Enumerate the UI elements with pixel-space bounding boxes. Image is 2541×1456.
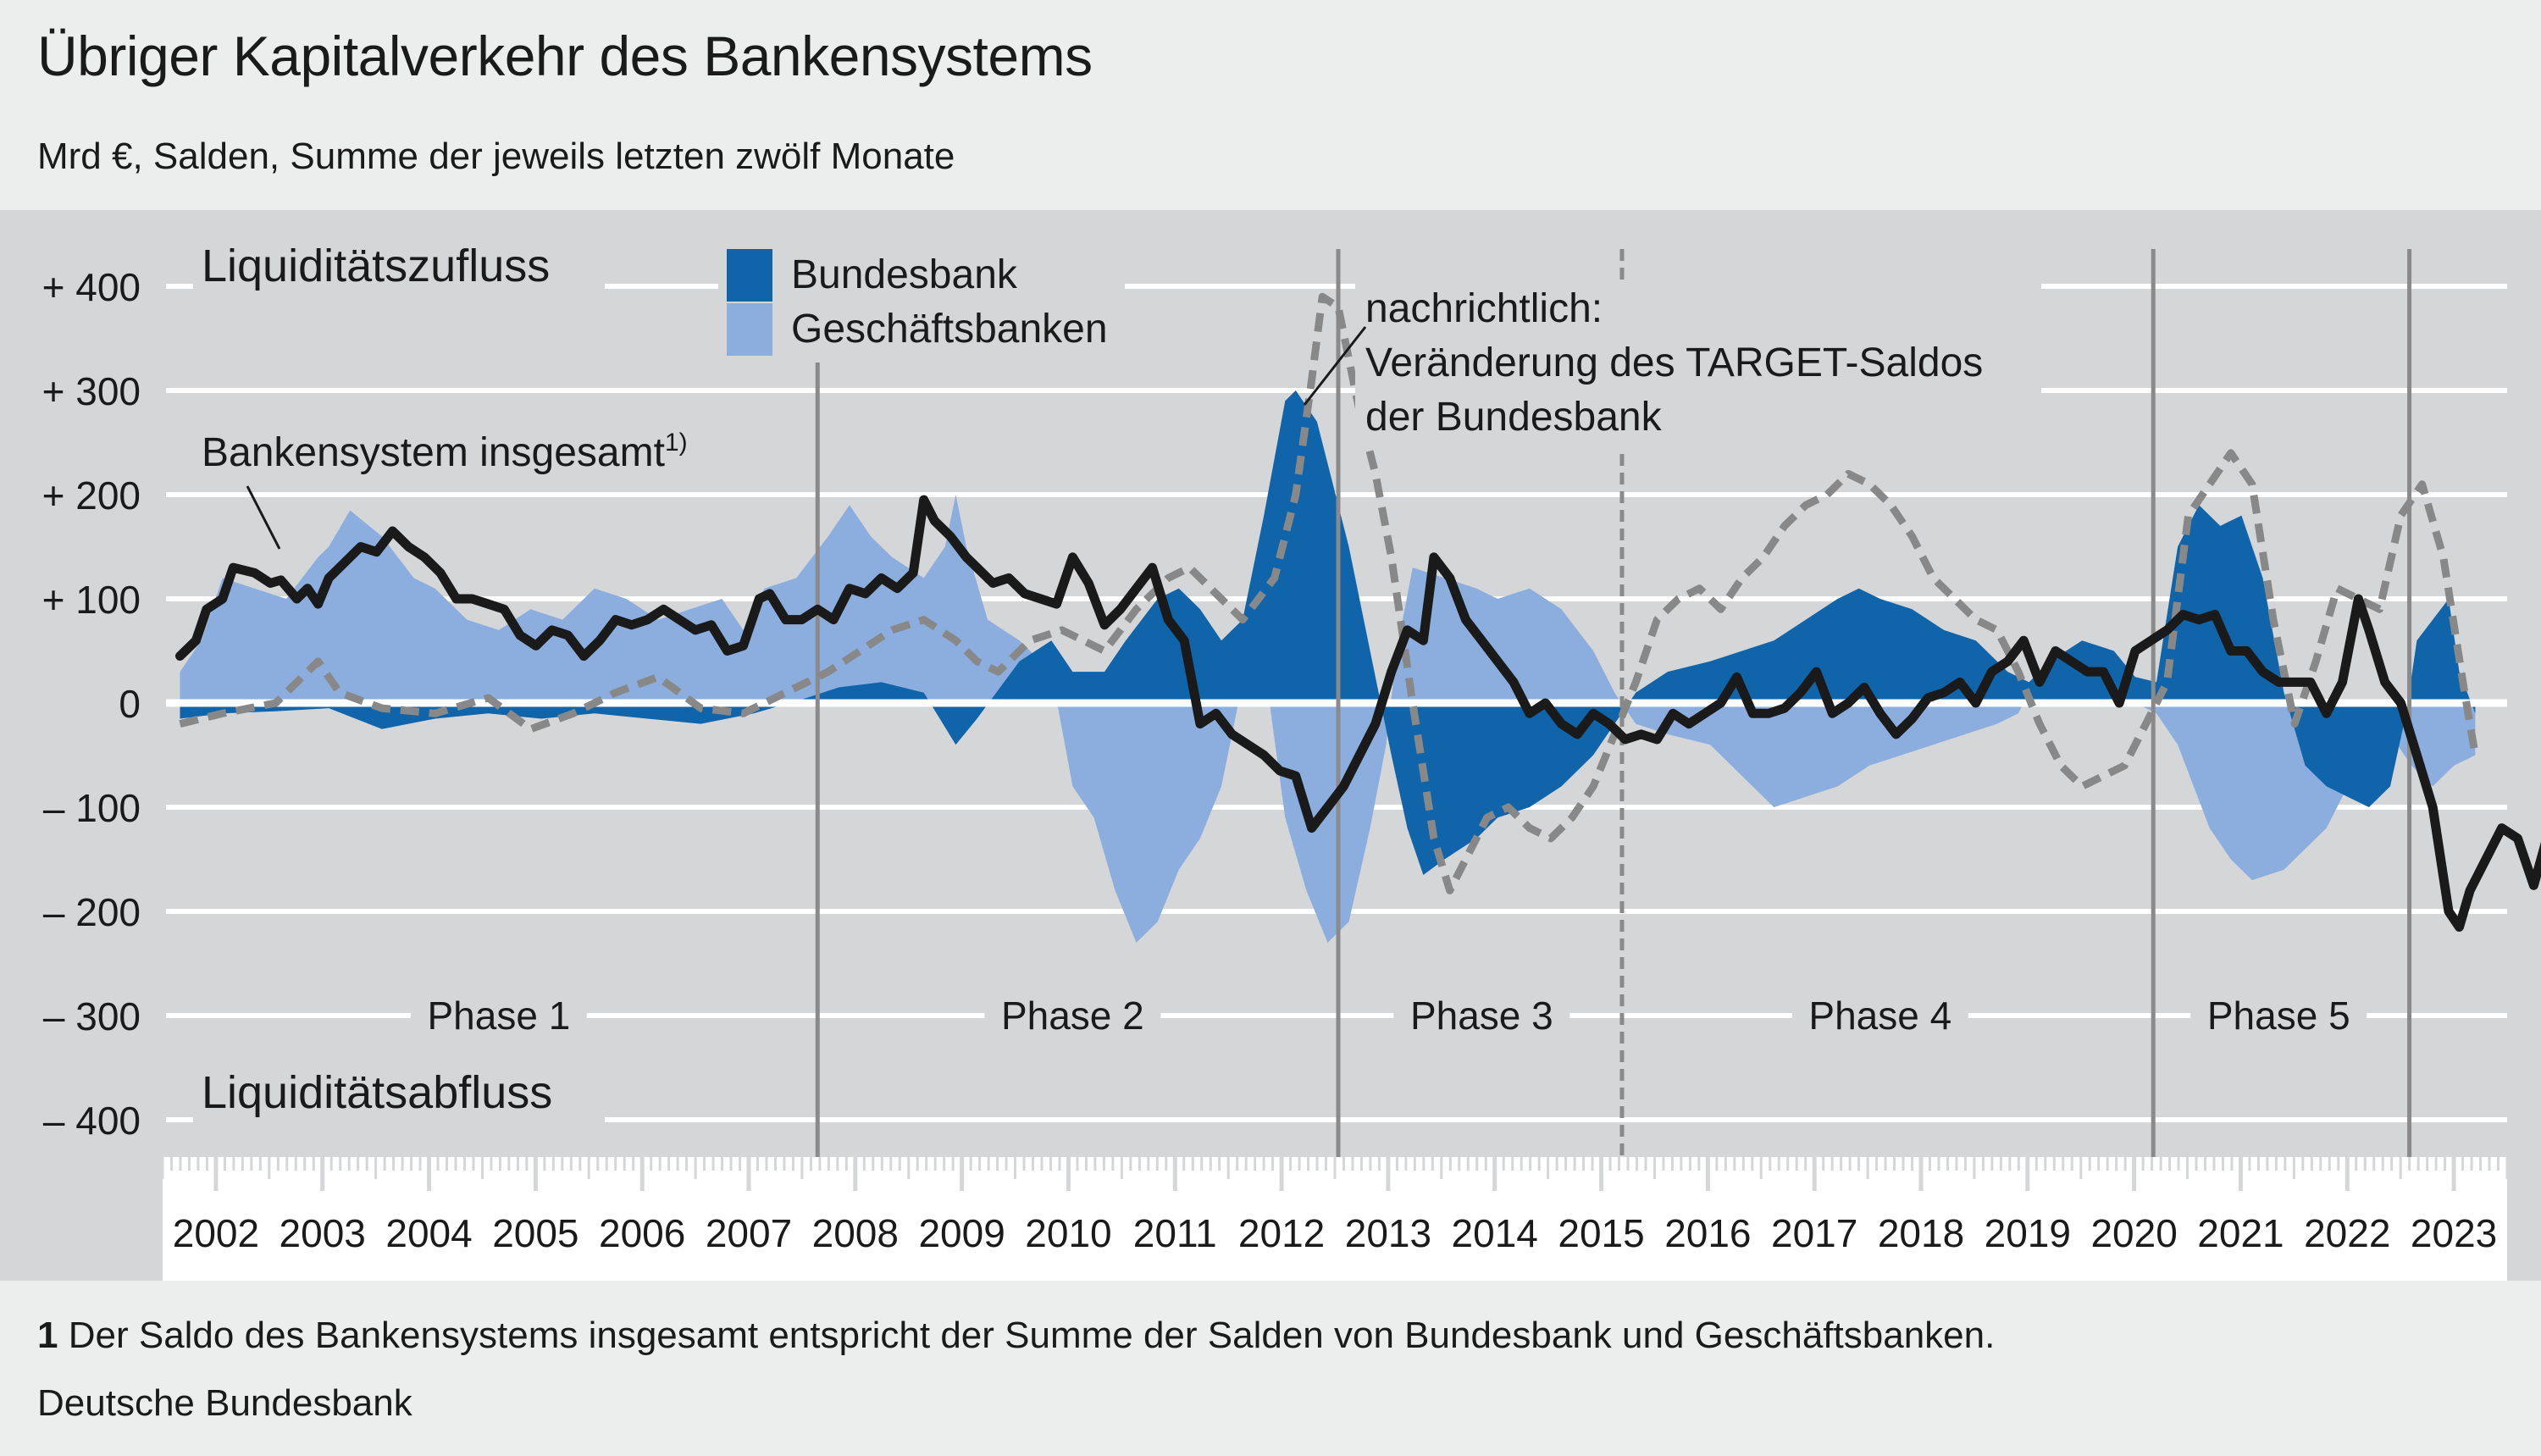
x-tick-label-2021: 2021 <box>2197 1211 2284 1255</box>
x-tick-label-2005: 2005 <box>492 1211 579 1255</box>
y-tick-labels: + 400 + 300 + 200 + 100 0 – 100 – 200 – 300 – 40… <box>42 265 141 1143</box>
target-label-pointer <box>1303 326 1367 406</box>
x-tick-label-2016: 2016 <box>1664 1211 1751 1255</box>
phase-label-bg-2 <box>984 987 1161 1039</box>
chart-title: Übriger Kapitalverkehr des Bankensystems <box>37 25 1093 87</box>
y-tick-label-2: + 200 <box>42 473 141 518</box>
x-tick-label-2014: 2014 <box>1452 1211 1538 1255</box>
y-tick-label-7: – 300 <box>43 994 141 1038</box>
outflow-label-bg <box>193 1067 605 1123</box>
target-label-bg <box>1355 280 2041 449</box>
inflow-label-bg <box>193 241 605 296</box>
x-tick-label-2019: 2019 <box>1985 1211 2071 1255</box>
x-tick-label-2002: 2002 <box>173 1211 259 1255</box>
y-tick-label-8: – 400 <box>43 1099 141 1143</box>
x-tick-label-2018: 2018 <box>1878 1211 1964 1255</box>
y-tick-label-6: – 200 <box>43 890 141 934</box>
x-tick-label-2008: 2008 <box>812 1211 899 1255</box>
footnote: 1 Der Saldo des Bankensystems insgesamt … <box>37 1315 1995 1357</box>
areas <box>180 390 2476 943</box>
target-label-line1: nachrichtlich: <box>1365 286 1603 331</box>
phase-label-2: Phase 2 <box>1001 994 1144 1038</box>
x-tick-label-2009: 2009 <box>918 1211 1005 1255</box>
y-tick-label-4: 0 <box>119 682 141 726</box>
x-tick-label-2010: 2010 <box>1025 1211 1111 1255</box>
x-tick-label-2015: 2015 <box>1558 1211 1644 1255</box>
legend-bg <box>718 244 1125 363</box>
area-geschaeftsbanken <box>180 495 2476 943</box>
y-tick-label-0: + 400 <box>42 265 141 309</box>
x-tick-label-2011: 2011 <box>1133 1211 1217 1255</box>
footnote-text: Der Saldo des Bankensystems insgesamt en… <box>68 1315 1996 1356</box>
legend-label-geschaeftsbanken: Geschäftsbanken <box>791 307 1108 352</box>
legend-swatch-geschaeftsbanken <box>727 303 772 356</box>
chart-subtitle: Mrd €, Salden, Summe der jeweils letzten… <box>37 136 955 177</box>
x-tick-label-2012: 2012 <box>1238 1211 1325 1255</box>
phase-label-5: Phase 5 <box>2207 994 2350 1038</box>
area-bundesbank <box>180 390 2476 875</box>
target-label-line3: der Bundesbank <box>1365 395 1663 440</box>
total-label-pointer <box>246 485 281 550</box>
x-tick-label-2007: 2007 <box>706 1211 792 1255</box>
inflow-label: Liquiditätszufluss <box>202 241 550 291</box>
phase-label-4: Phase 4 <box>1808 994 1951 1038</box>
legend-swatch-bundesbank <box>727 249 772 302</box>
header: Übriger Kapitalverkehr des Bankensystems… <box>0 0 2541 210</box>
x-tick-label-2020: 2020 <box>2090 1211 2177 1255</box>
phase-label-bg-5 <box>2190 987 2367 1039</box>
total-label: Bankensystem insgesamt1) <box>202 429 688 475</box>
phase-label-1: Phase 1 <box>428 994 571 1038</box>
total-label-sup: 1) <box>665 429 688 457</box>
y-tick-label-3: + 100 <box>42 578 141 622</box>
x-tick-label-2013: 2013 <box>1345 1211 1431 1255</box>
footnote-number: 1 <box>37 1315 58 1356</box>
x-tick-label-2022: 2022 <box>2304 1211 2390 1255</box>
x-axis-ruler <box>161 1157 2509 1281</box>
phase-labels: Phase 1 Phase 2 Phase 3 Phase 4 Phase 5 <box>410 987 2367 1039</box>
x-tick-label-2017: 2017 <box>1771 1211 1857 1255</box>
y-tick-label-5: – 100 <box>43 786 141 830</box>
phase-label-bg-1 <box>410 987 587 1039</box>
phase-label-bg-4 <box>1791 987 1968 1039</box>
annotations: Liquiditätszufluss Liquiditätsabfluss Bu… <box>193 241 2041 1123</box>
x-tick-label-2023: 2023 <box>2411 1211 2497 1255</box>
x-tick-label-2003: 2003 <box>280 1211 366 1255</box>
phase-label-3: Phase 3 <box>1410 994 1553 1038</box>
line-target-saldo <box>179 292 2479 894</box>
line-bankensystem-insgesamt <box>175 495 2541 932</box>
x-tick-label-2006: 2006 <box>599 1211 685 1255</box>
chart: + 400 + 300 + 200 + 100 0 – 100 – 200 – 300 – 40… <box>0 210 2541 1281</box>
total-label-bg <box>193 425 727 481</box>
total-label-text: Bankensystem insgesamt <box>202 430 665 475</box>
y-tick-label-1: + 300 <box>42 369 141 413</box>
x-tick-label-2004: 2004 <box>385 1211 472 1255</box>
legend-label-bundesbank: Bundesbank <box>791 252 1018 297</box>
target-label-line2: Veränderung des TARGET-Saldos <box>1365 340 1983 385</box>
x-tick-labels: 2002 2003 2004 2005 2006 2007 2008 2009 2010 2011… <box>173 1211 2498 1255</box>
source: Deutsche Bundesbank <box>37 1382 412 1424</box>
phase-label-bg-3 <box>1393 987 1570 1039</box>
series-lines <box>175 292 2541 932</box>
outflow-label: Liquiditätsabfluss <box>202 1067 552 1118</box>
footer: 1 Der Saldo des Bankensystems insgesamt … <box>0 1281 2541 1456</box>
